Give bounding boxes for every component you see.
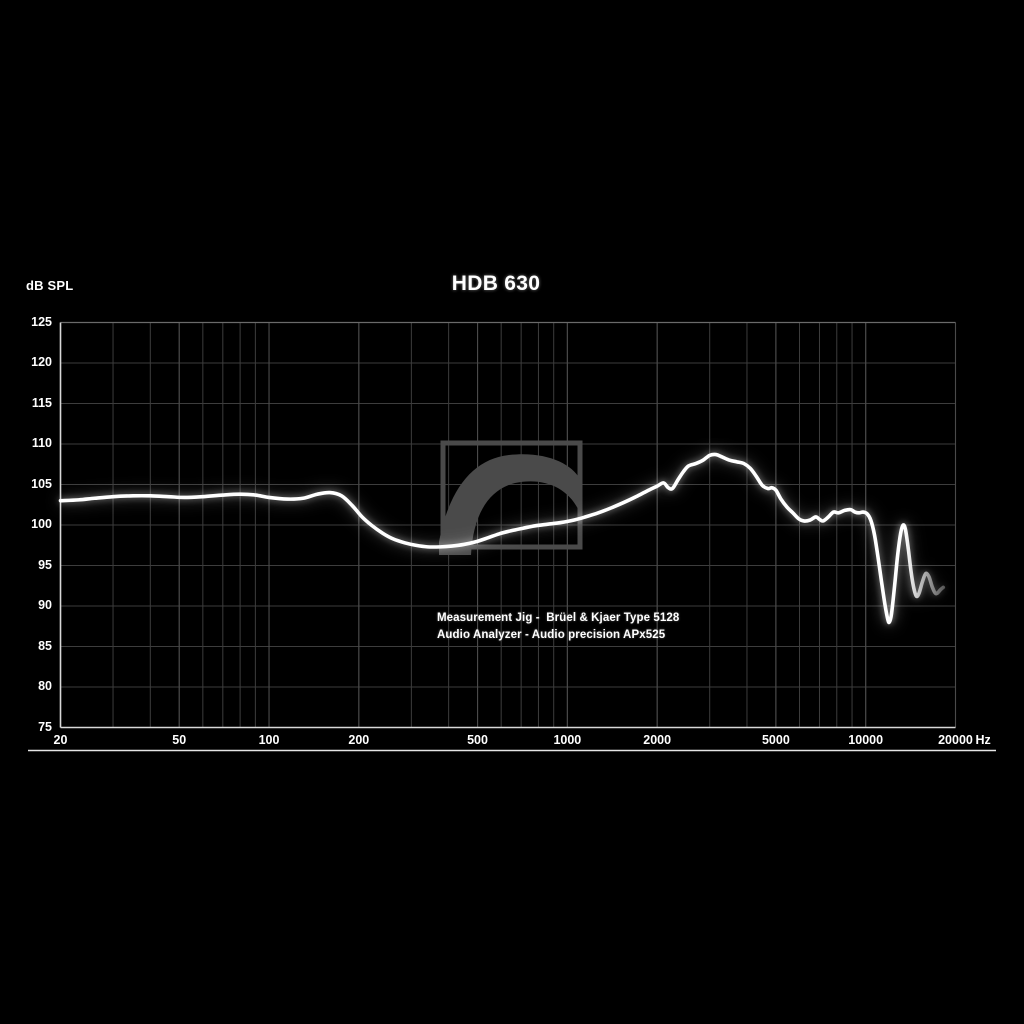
grid-lines <box>59 321 957 728</box>
measurement-annotation: Measurement Jig - Brüel & Kjaer Type 512… <box>437 610 679 643</box>
sennheiser-watermark-logo <box>439 440 583 555</box>
x-tick-label: 50 <box>172 733 187 747</box>
x-tick-label: 5000 <box>761 733 790 747</box>
annotation-line-1: Measurement Jig - Brüel & Kjaer Type 512… <box>437 612 680 624</box>
annotation-line-2: Audio Analyzer - Audio precision APx525 <box>437 628 666 641</box>
x-axis-unit-label: Hz <box>975 733 991 747</box>
y-tick-label: 100 <box>31 517 52 531</box>
x-tick-label: 200 <box>348 733 370 747</box>
x-tick-label: 1000 <box>553 733 582 747</box>
x-tick-label: 2000 <box>643 733 672 747</box>
x-tick-label: 20000 <box>938 733 973 747</box>
chart-title-text: HDB 630 <box>451 272 541 295</box>
y-tick-label: 125 <box>31 314 52 329</box>
plot-frame <box>59 322 956 729</box>
y-tick-label: 95 <box>38 557 52 572</box>
y-tick-label: 110 <box>31 436 52 450</box>
x-tick-label: 10000 <box>848 733 884 747</box>
response-curve <box>58 452 946 625</box>
y-tick-label: 80 <box>38 679 52 693</box>
y-tick-label: 120 <box>31 355 52 369</box>
y-tick-label: 105 <box>31 476 52 491</box>
x-tick-label: 100 <box>258 733 280 747</box>
x-tick-label: 20 <box>53 733 68 747</box>
y-axis-unit-label: dB SPL <box>26 278 74 293</box>
y-tick-label: 85 <box>38 638 52 653</box>
chart-title: HDB 630 <box>0 272 1024 296</box>
y-tick-label: 90 <box>38 598 52 612</box>
y-tick-label: 75 <box>38 719 52 734</box>
y-tick-label: 115 <box>31 395 52 410</box>
x-tick-label: 500 <box>467 733 488 747</box>
